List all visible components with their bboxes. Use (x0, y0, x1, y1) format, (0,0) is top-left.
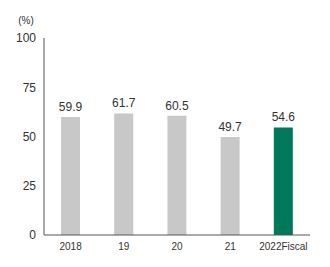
svg-text:19: 19 (118, 241, 130, 252)
svg-text:100: 100 (16, 31, 36, 45)
svg-text:59.9: 59.9 (59, 100, 83, 114)
svg-text:21: 21 (225, 241, 237, 252)
svg-text:54.6: 54.6 (272, 110, 296, 124)
svg-text:49.7: 49.7 (218, 120, 242, 134)
svg-text:2018: 2018 (59, 241, 82, 252)
svg-text:60.5: 60.5 (165, 99, 189, 113)
svg-text:20: 20 (171, 241, 183, 252)
svg-text:25: 25 (23, 179, 37, 193)
svg-text:(%): (%) (18, 15, 34, 26)
svg-text:61.7: 61.7 (112, 96, 136, 110)
svg-text:2022Fiscal: 2022Fiscal (259, 241, 307, 252)
svg-text:0: 0 (29, 228, 36, 242)
svg-text:50: 50 (23, 130, 37, 144)
svg-text:75: 75 (23, 81, 37, 95)
